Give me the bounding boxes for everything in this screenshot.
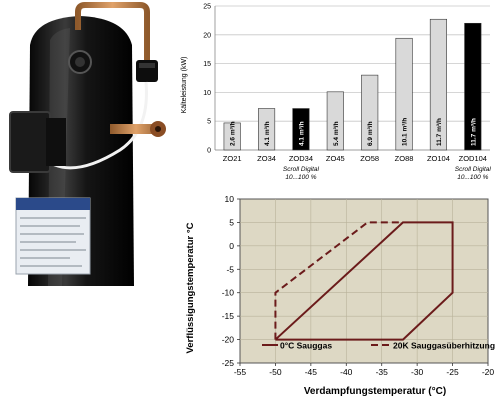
env-x-tick-label: -50 — [269, 367, 282, 377]
bar-x-tick-label: ZO21 — [223, 154, 242, 163]
env-y-tick-label: 10 — [225, 194, 235, 204]
bar-annotation: 10...100 % — [457, 174, 488, 181]
bar-y-tick-label: 20 — [203, 32, 211, 39]
env-y-tick-label: -20 — [222, 335, 235, 345]
env-x-tick-label: -45 — [305, 367, 318, 377]
bar-x-tick-label: ZO34 — [257, 154, 276, 163]
bar-x-tick-label: ZO45 — [326, 154, 345, 163]
bar-x-tick-label: ZOD34 — [289, 154, 313, 163]
env-x-tick-label: -20 — [482, 367, 495, 377]
bar-y-tick-label: 0 — [207, 148, 211, 155]
envelope-series — [274, 221, 454, 341]
discharge-pipe — [75, 2, 150, 62]
bar-annotation: 10...100 % — [285, 174, 316, 181]
legend-label-solid: 0°C Sauggas — [280, 341, 332, 351]
bar-labels: ZO21 2.6 m³/h ZO34 4.1 m³/h ZOD34 4.1 m³/h ZO4… — [223, 118, 492, 181]
bar-ZOD104 — [464, 22, 482, 151]
bar-x-tick-label: ZO58 — [360, 154, 379, 163]
bar-data-label: 4.1 m³/h — [298, 121, 305, 146]
env-series-solid — [274, 221, 454, 341]
envelope-y-axis-label: Verflüssigungstemperatur °C — [185, 222, 196, 353]
bar-x-tick-label: ZO104 — [427, 154, 450, 163]
bar-annotation: Scroll Digital — [455, 166, 492, 173]
env-y-tick-label: 5 — [229, 217, 234, 227]
envelope-ticks: -55 -50 -45 -40 -35 -30 -25 -20-25-20-15-10-505… — [222, 194, 495, 377]
env-series-dashed — [274, 221, 403, 340]
bar-data-label: 11.7 m³/h — [470, 118, 477, 146]
envelope-legend: 0°C Sauggas 20K Sauggasüberhitzung — [262, 341, 495, 351]
bar-y-tick-label: 15 — [203, 61, 211, 68]
bar-data-label: 4.1 m³/h — [264, 121, 271, 146]
env-x-tick-label: -55 — [234, 367, 247, 377]
env-x-tick-label: -35 — [376, 367, 389, 377]
env-y-tick-label: 0 — [229, 241, 234, 251]
envelope-grid — [240, 199, 488, 363]
bar-marks — [223, 18, 482, 151]
env-x-tick-label: -25 — [446, 367, 459, 377]
bar-y-tick-label: 10 — [203, 90, 211, 97]
env-y-tick-label: -15 — [222, 311, 235, 321]
env-x-tick-label: -30 — [411, 367, 424, 377]
bar-ZO58 — [361, 74, 379, 151]
bar-data-label: 11.7 m³/h — [436, 118, 443, 146]
operating-envelope-chart: -55 -50 -45 -40 -35 -30 -25 -20-25-20-15-10-505… — [185, 194, 495, 397]
bar-ZO34 — [258, 108, 276, 151]
bar-y-tick-label: 25 — [203, 4, 211, 11]
bar-x-tick-label: ZOD104 — [459, 154, 487, 163]
bar-y-tick-label: 5 — [207, 119, 211, 126]
env-y-tick-label: -25 — [222, 358, 235, 368]
env-y-tick-label: -5 — [226, 264, 234, 274]
bar-ZO45 — [326, 91, 344, 151]
bar-x-tick-label: ZO88 — [395, 154, 414, 163]
bar-data-label: 2.6 m³/h — [230, 121, 237, 146]
bar-ZOD34 — [292, 108, 310, 151]
legend-label-dashed: 20K Sauggasüberhitzung — [393, 341, 495, 351]
bar-ZO88 — [395, 37, 413, 151]
capacity-bar-chart: 0 5 10 15 20 25 ZO21 2.6 m³/h ZO34 4.1 m³/h ZOD34… — [181, 4, 492, 182]
scroll-compressor-photo — [0, 0, 190, 286]
bar-data-label: 5.4 m³/h — [333, 121, 340, 146]
envelope-x-axis-label: Verdampfungstemperatur (°C) — [304, 386, 446, 397]
bar-annotation: Scroll Digital — [283, 166, 320, 173]
env-y-tick-label: -10 — [222, 288, 235, 298]
bar-y-axis-label: Kälteleistung (kW) — [181, 57, 188, 114]
bar-grid — [215, 5, 490, 151]
product-label — [15, 197, 91, 275]
bar-data-label: 10.1 m³/h — [402, 118, 409, 146]
bar-data-label: 6.9 m³/h — [367, 121, 374, 146]
env-x-tick-label: -40 — [340, 367, 353, 377]
terminal-box — [9, 111, 51, 173]
bar-ZO104 — [429, 18, 447, 151]
suction-pipe — [110, 124, 162, 134]
bar-ZO21 — [223, 122, 241, 151]
